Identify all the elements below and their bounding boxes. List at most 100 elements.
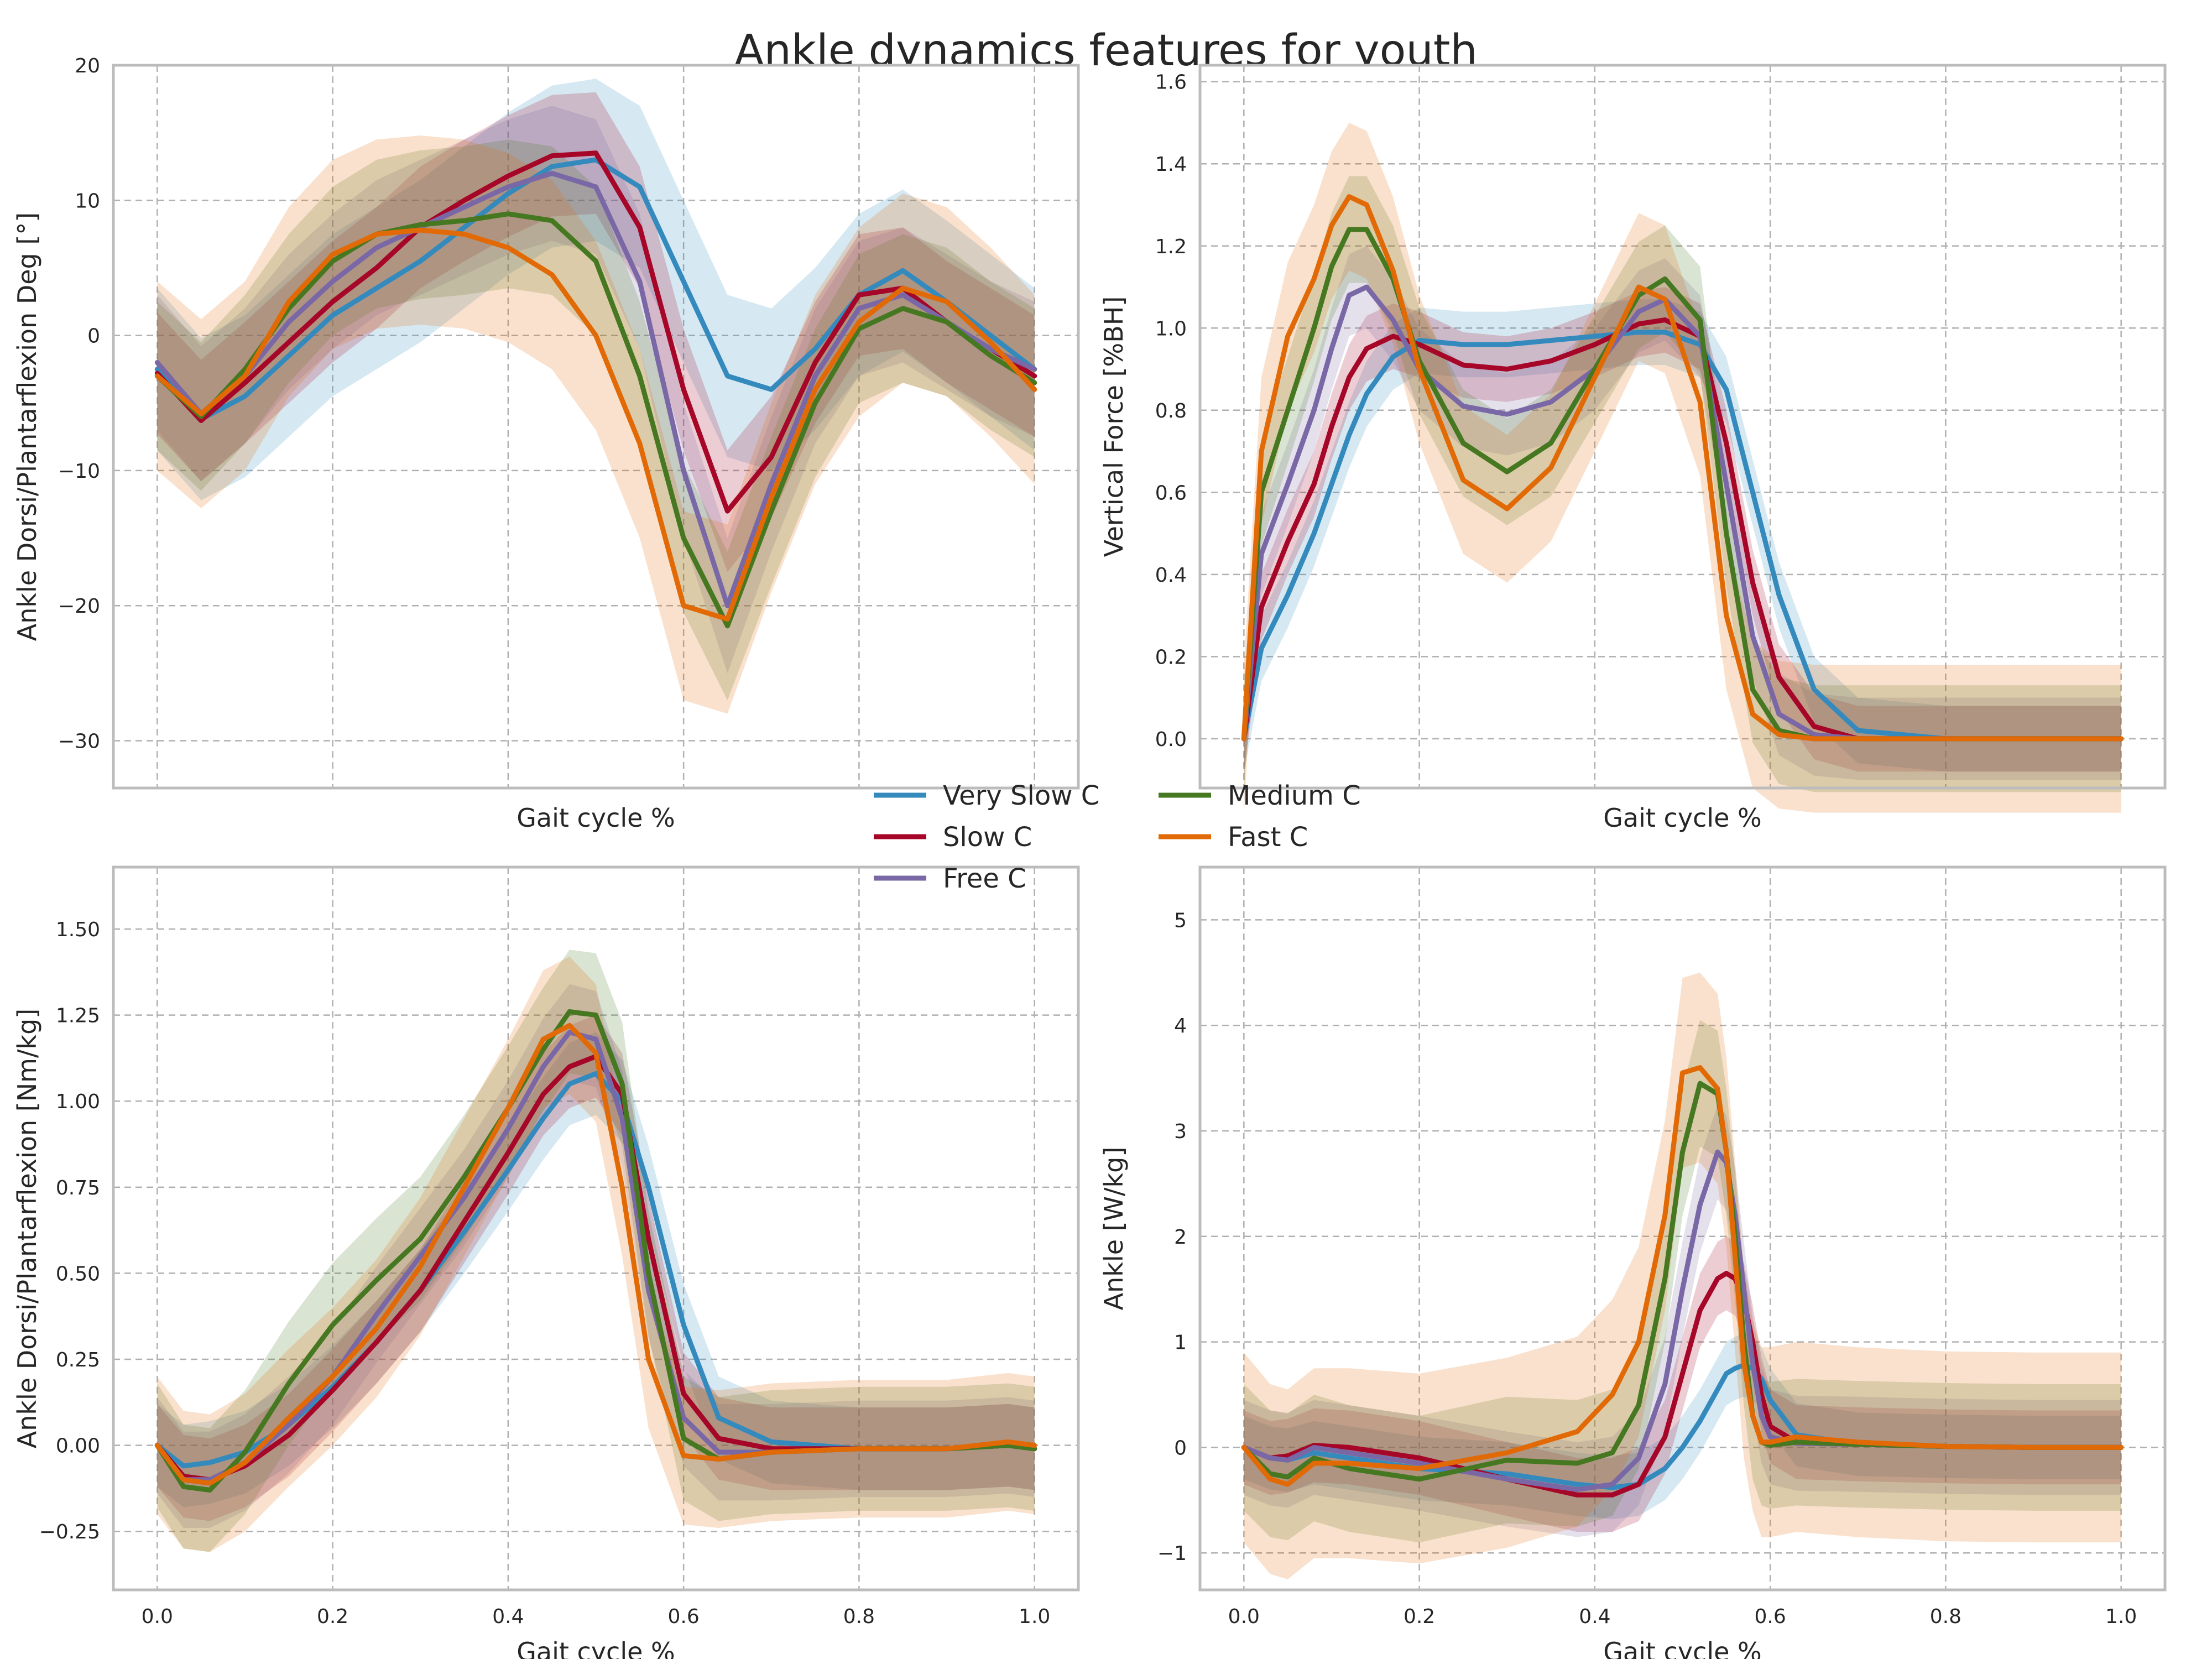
legend-item: Fast C <box>1159 822 1308 853</box>
y-tick-label: 4 <box>1174 1015 1187 1037</box>
x-tick-label: 1.0 <box>1019 1605 1050 1628</box>
y-axis-label: Ankle [W/kg] <box>1099 1147 1129 1311</box>
band-slow-c <box>157 1015 1035 1521</box>
line-slow-c <box>1241 317 2124 742</box>
line-medium-c <box>1241 227 2124 742</box>
y-tick-label: 0.0 <box>1155 728 1187 751</box>
y-tick-label: 0.75 <box>56 1177 100 1199</box>
legend: Very Slow C Slow C Free C Medium C Fast C <box>874 780 1361 894</box>
y-tick-label: 0.2 <box>1155 646 1187 669</box>
y-tick-label: 0.00 <box>56 1435 100 1458</box>
band-medium-c <box>157 139 1035 701</box>
legend-item: Slow C <box>874 822 1032 853</box>
axes-frame <box>1198 64 2167 790</box>
x-tick-label: 0.0 <box>142 1605 173 1628</box>
line-very-slow-c <box>154 157 1037 422</box>
legend-item: Very Slow C <box>874 780 1099 811</box>
legend-label: Free C <box>943 863 1026 894</box>
y-tick-label: 0.25 <box>56 1349 100 1371</box>
y-tick-label: −1 <box>1157 1542 1187 1565</box>
y-tick-label: 0 <box>1174 1437 1187 1459</box>
band-very-slow-c <box>1244 299 2121 772</box>
y-tick-label: −20 <box>58 595 100 618</box>
y-tick-label: 0.8 <box>1155 400 1187 422</box>
line-slow-c <box>154 150 1037 514</box>
y-axis-label: Ankle Dorsi/Plantarflexion [Nm/kg] <box>12 1009 42 1449</box>
band-free-c <box>1244 1104 2121 1537</box>
x-tick-label: 1.0 <box>2105 1605 2137 1628</box>
y-tick-label: 1.2 <box>1155 236 1187 258</box>
subplot-2: 0.0 0.2 0.4 0.6 0.8 1.0 1.2 1.4 1.6 Gait cycle % V… <box>1099 64 2167 833</box>
x-tick-label: 0.0 <box>1228 1605 1260 1628</box>
legend-item: Medium C <box>1159 780 1361 811</box>
x-tick-label: 0.8 <box>1930 1605 1961 1628</box>
y-tick-label: 1.25 <box>56 1005 100 1027</box>
x-tick-label: 0.2 <box>1404 1605 1435 1628</box>
x-tick-label: 0.6 <box>668 1605 700 1628</box>
x-axis-label: Gait cycle % <box>517 803 675 833</box>
band-medium-c <box>157 950 1035 1552</box>
y-tick-label: 3 <box>1174 1120 1187 1143</box>
band-fast-c <box>157 956 1035 1552</box>
subplot-1: −30 −20 −10 0 10 20 Gait cycle % Ankle Dorsi/Pl… <box>12 55 1080 833</box>
line-fast-c <box>154 227 1037 622</box>
x-axis-label: Gait cycle % <box>1603 1637 1762 1659</box>
band-slow-c <box>1244 1236 2121 1532</box>
y-tick-label: 20 <box>75 55 100 77</box>
legend-item: Free C <box>874 863 1026 894</box>
subplot-4: −1 0 1 2 3 4 5 0.0 0.2 0.4 0.6 0.8 1.0 Gait cycle % An… <box>1099 865 2167 1659</box>
y-axis-label: Vertical Force [%BH] <box>1099 296 1129 557</box>
subplot-3: −0.25 0.00 0.25 0.50 0.75 1.00 1.25 1.50 0.0 0.2 0… <box>12 865 1080 1659</box>
y-tick-label: 1 <box>1174 1332 1187 1354</box>
x-axis-label: Gait cycle % <box>1603 803 1762 833</box>
x-axis-label: Gait cycle % <box>517 1637 675 1659</box>
legend-label: Slow C <box>943 822 1032 853</box>
band-fast-c <box>1244 123 2121 813</box>
line-free-c <box>1241 284 2124 742</box>
plot-area <box>113 867 1078 1590</box>
plot-area <box>1200 65 2165 788</box>
y-tick-label: 0.50 <box>56 1262 100 1285</box>
y-axis-label: Ankle Dorsi/Plantarflexion Deg [°] <box>12 212 42 641</box>
y-tick-label: 1.6 <box>1155 71 1187 94</box>
y-tick-label: 1.0 <box>1155 317 1187 340</box>
line-medium-c <box>1241 1081 2124 1482</box>
x-tick-label: 0.4 <box>1579 1605 1610 1628</box>
y-tick-label: 10 <box>75 190 100 212</box>
axes-frame <box>112 64 1080 790</box>
y-tick-label: 1.50 <box>56 919 100 941</box>
y-tick-label: 2 <box>1174 1226 1187 1249</box>
line-fast-c <box>1241 1065 2124 1487</box>
band-slow-c <box>157 92 1035 572</box>
line-very-slow-c <box>1241 330 2124 742</box>
line-medium-c <box>154 211 1037 629</box>
y-tick-label: −0.25 <box>39 1521 100 1543</box>
band-fast-c <box>1244 972 2121 1579</box>
x-tick-label: 0.8 <box>843 1605 875 1628</box>
y-tick-label: 5 <box>1174 909 1187 932</box>
legend-label: Very Slow C <box>943 780 1099 811</box>
legend-label: Medium C <box>1228 780 1361 811</box>
y-tick-label: −10 <box>58 460 100 483</box>
legend-label: Fast C <box>1228 822 1308 853</box>
x-tick-label: 0.4 <box>492 1605 524 1628</box>
y-tick-label: 1.00 <box>56 1091 100 1113</box>
axes-frame <box>1198 865 2167 1592</box>
band-medium-c <box>1244 1020 2121 1543</box>
band-fast-c <box>157 135 1035 714</box>
y-tick-label: 0.6 <box>1155 482 1187 504</box>
band-free-c <box>157 984 1035 1528</box>
y-tick-label: 0.4 <box>1155 564 1187 587</box>
y-tick-label: 1.4 <box>1155 153 1187 176</box>
line-fast-c <box>154 1022 1037 1486</box>
y-tick-label: −30 <box>58 730 100 753</box>
x-tick-label: 0.2 <box>317 1605 348 1628</box>
line-fast-c <box>1241 194 2124 742</box>
band-free-c <box>1244 246 2121 780</box>
y-tick-label: 0 <box>87 325 100 348</box>
band-slow-c <box>1244 287 2121 772</box>
axes-frame <box>112 865 1080 1592</box>
x-tick-label: 0.6 <box>1755 1605 1786 1628</box>
